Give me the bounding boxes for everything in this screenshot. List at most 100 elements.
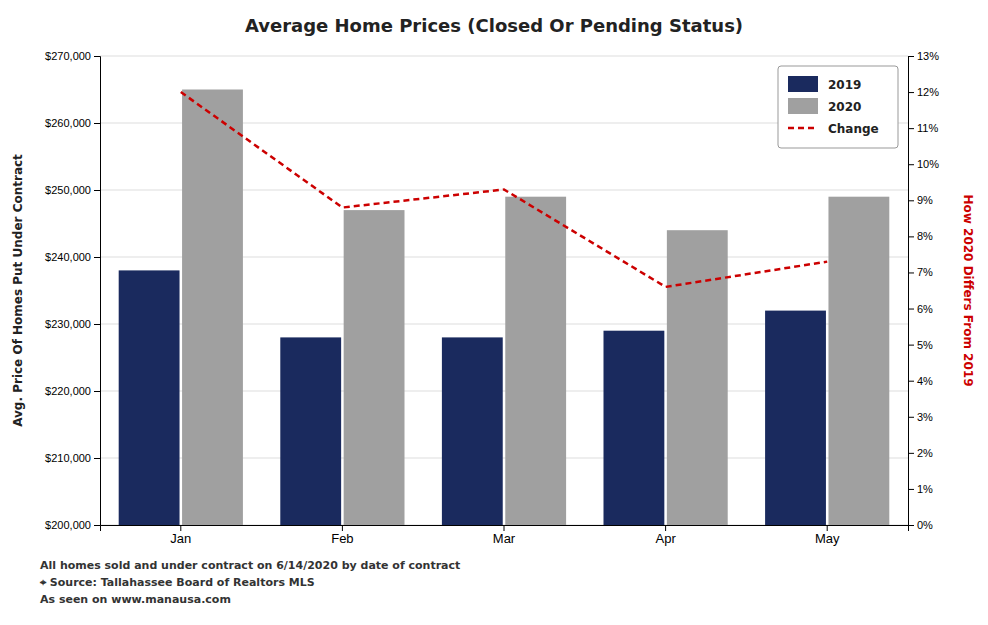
axis-domain	[94, 57, 101, 526]
tick-mark	[908, 200, 914, 201]
tick: Mar	[493, 525, 516, 546]
tick-label: 5%	[917, 339, 933, 351]
tick: $260,000	[45, 117, 100, 129]
tick-label: $220,000	[45, 385, 91, 397]
tick-mark	[94, 458, 100, 459]
tick-mark	[908, 92, 914, 93]
tick: 8%	[908, 230, 933, 242]
bar	[765, 311, 826, 525]
legend-item: 2020	[788, 98, 861, 114]
axis-domain	[909, 57, 915, 526]
chart-container: Average Home Prices (Closed Or Pending S…	[0, 0, 988, 625]
legend-swatch	[788, 127, 818, 130]
chart-svg: Average Home Prices (Closed Or Pending S…	[0, 0, 988, 625]
x-axis: Jan Feb Mar Apr May	[101, 525, 909, 546]
tick: May	[815, 525, 840, 546]
tick-mark	[908, 417, 914, 418]
legend-box	[778, 66, 898, 148]
legend-item: 2019	[788, 76, 861, 92]
tick: $240,000	[45, 251, 100, 263]
tick-label: Apr	[655, 531, 676, 546]
footnote: All homes sold and under contract on 6/1…	[40, 559, 460, 572]
footnote: ⌖ Source: Tallahassee Board of Realtors …	[39, 576, 315, 589]
tick-mark	[908, 164, 914, 165]
legend-label: 2020	[828, 100, 861, 114]
tick: 0%	[908, 519, 933, 531]
tick-mark	[908, 525, 914, 526]
marks	[119, 90, 890, 526]
tick: 9%	[908, 194, 933, 206]
tick-mark	[908, 236, 914, 237]
bar	[667, 230, 728, 525]
plot-area: JanFebMarAprMay$200,000$210,000$220,000$…	[11, 50, 975, 625]
tick-mark	[94, 123, 100, 124]
tick-label: 0%	[917, 519, 933, 531]
tick-mark	[665, 525, 666, 531]
tick: 13%	[908, 50, 939, 62]
tick-label: 10%	[917, 158, 939, 170]
tick-label: $250,000	[45, 184, 91, 196]
tick-label: 7%	[917, 266, 933, 278]
bar-series	[182, 90, 889, 526]
tick-label: 6%	[917, 303, 933, 315]
tick: 6%	[908, 303, 933, 315]
bar	[182, 90, 243, 526]
axis-domain	[101, 526, 909, 532]
tick-label: 4%	[917, 375, 933, 387]
tick: $210,000	[45, 452, 100, 464]
tick: Apr	[655, 525, 676, 546]
tick-label: Jan	[170, 531, 191, 546]
legend-item: Change	[788, 122, 879, 136]
y2-axis-label: How 2020 Differs From 2019	[961, 195, 975, 387]
tick-label: 11%	[917, 122, 938, 134]
tick: Jan	[170, 525, 191, 546]
y-axis: $200,000 $210,000 $220,000 $230,000 $240,000…	[45, 50, 100, 531]
legend-swatch	[788, 98, 818, 114]
tick-mark	[94, 56, 100, 57]
tick: 1%	[908, 483, 933, 495]
tick: 4%	[908, 375, 933, 387]
tick: $230,000	[45, 318, 100, 330]
tick-label: $270,000	[45, 50, 91, 62]
tick-label: 12%	[917, 86, 939, 98]
y2-axis: 0% 1% 2% 3% 4% 5% 6% 7% 8% 9% 10% 11% 12% 13%	[908, 50, 939, 531]
tick-mark	[94, 190, 100, 191]
tick-label: 3%	[917, 411, 933, 423]
tick-mark	[94, 257, 100, 258]
tick: 11%	[908, 122, 938, 134]
tick: $200,000	[45, 519, 100, 531]
tick-label: 9%	[917, 194, 933, 206]
tick-mark	[94, 391, 100, 392]
tick-label: $260,000	[45, 117, 91, 129]
line	[181, 92, 827, 287]
tick-label: 2%	[917, 447, 933, 459]
legend: 2019 2020 Change	[778, 66, 898, 148]
tick-mark	[908, 381, 914, 382]
tick-label: 1%	[917, 483, 933, 495]
tick-mark	[908, 272, 914, 273]
tick-mark	[342, 525, 343, 531]
tick-mark	[908, 345, 914, 346]
tick-label: Mar	[493, 531, 516, 546]
tick-mark	[908, 453, 914, 454]
bar	[603, 331, 664, 525]
tick: Feb	[331, 525, 353, 546]
bar	[828, 197, 889, 525]
tick-label: Feb	[331, 531, 353, 546]
tick-mark	[94, 525, 100, 526]
tick-mark	[504, 525, 505, 531]
bar	[119, 270, 180, 525]
tick: $220,000	[45, 385, 100, 397]
bar	[344, 210, 405, 525]
bar	[442, 337, 503, 525]
tick: 2%	[908, 447, 933, 459]
bar	[280, 337, 341, 525]
grid-line	[100, 56, 908, 57]
chart-title: Average Home Prices (Closed Or Pending S…	[245, 15, 743, 36]
y-axis-label: Avg. Price Of Homes Put Under Contract	[11, 154, 25, 427]
tick: 10%	[908, 158, 939, 170]
tick-mark	[908, 309, 914, 310]
tick-label: 13%	[917, 50, 939, 62]
legend-label: 2019	[828, 78, 861, 92]
tick: $270,000	[45, 50, 100, 62]
